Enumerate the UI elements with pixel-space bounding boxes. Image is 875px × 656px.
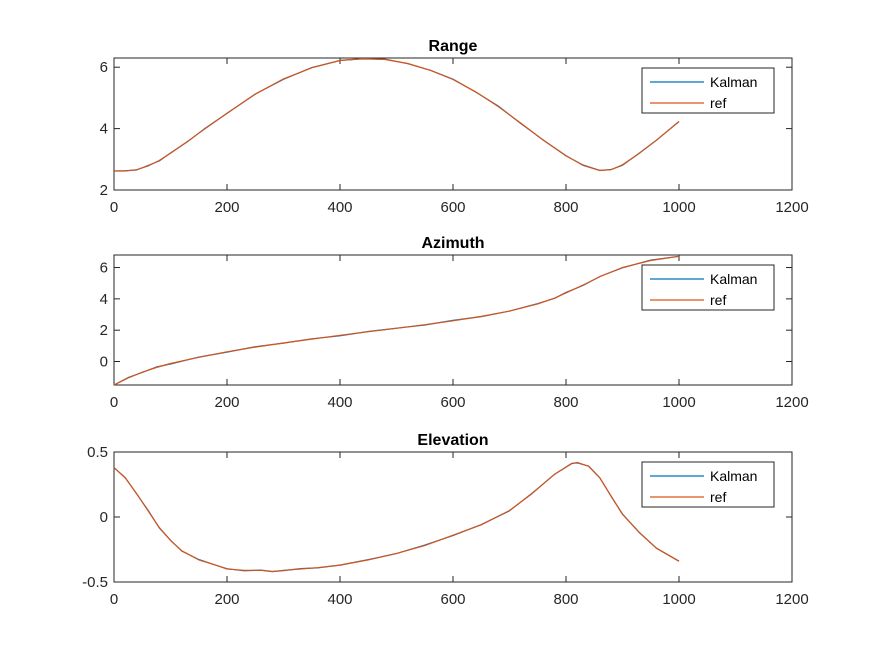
y-tick-label: 4	[100, 291, 108, 308]
x-tick-label: 200	[214, 199, 239, 216]
x-tick-label: 1000	[662, 591, 695, 608]
y-tick-label: 0	[100, 509, 108, 526]
y-tick-label: 6	[100, 260, 108, 277]
legend-box	[641, 67, 775, 114]
x-tick-label: 400	[327, 591, 352, 608]
subplot-title: Azimuth	[421, 235, 484, 252]
x-tick-label: 200	[214, 394, 239, 411]
subplot-range: Range 0 200 400 600 800 1000 1200 2 4 6 Kalman ref	[100, 38, 809, 216]
y-tick-label: 2	[100, 182, 108, 199]
x-tick-label: 1000	[662, 199, 695, 216]
x-tick-label: 800	[553, 199, 578, 216]
legend-label-ref: ref	[710, 292, 726, 308]
legend: Kalman ref	[641, 264, 775, 311]
y-tick-label: 4	[100, 121, 108, 138]
legend-box	[641, 461, 775, 508]
y-tick-label: 0	[100, 354, 108, 371]
x-tick-label: 600	[440, 394, 465, 411]
x-tick-label: 400	[327, 199, 352, 216]
legend-label-kalman: Kalman	[710, 74, 757, 90]
x-tick-label: 1200	[775, 199, 808, 216]
x-tick-label: 1200	[775, 394, 808, 411]
series-line-ref	[113, 461, 680, 573]
x-tick-label: 800	[553, 591, 578, 608]
legend-label-ref: ref	[710, 489, 726, 505]
x-tick-label: 600	[440, 199, 465, 216]
x-tick-label: 1200	[775, 591, 808, 608]
legend-label-ref: ref	[710, 95, 726, 111]
series-line-ref	[114, 58, 680, 172]
legend-label-kalman: Kalman	[710, 271, 757, 287]
series-line-ref	[113, 255, 680, 386]
x-tick-label: 800	[553, 394, 578, 411]
legend-box	[641, 264, 775, 311]
y-tick-label: 6	[100, 59, 108, 76]
x-tick-label: 200	[214, 591, 239, 608]
legend-label-kalman: Kalman	[710, 468, 757, 484]
x-tick-label: 0	[110, 591, 118, 608]
y-tick-label: -0.5	[82, 574, 108, 591]
x-tick-label: 600	[440, 591, 465, 608]
legend: Kalman ref	[641, 461, 775, 508]
legend: Kalman ref	[641, 67, 775, 114]
x-tick-label: 0	[110, 199, 118, 216]
y-tick-label: 2	[100, 322, 108, 339]
x-tick-label: 0	[110, 394, 118, 411]
subplot-azimuth: Azimuth 0 200 400 600 800 1000 1200 0 2 4 6 Kalman re…	[100, 235, 809, 411]
subplot-title: Range	[429, 38, 478, 55]
x-tick-label: 1000	[662, 394, 695, 411]
y-tick-label: 0.5	[87, 444, 108, 461]
subplot-title: Elevation	[417, 432, 488, 449]
x-tick-label: 400	[327, 394, 352, 411]
